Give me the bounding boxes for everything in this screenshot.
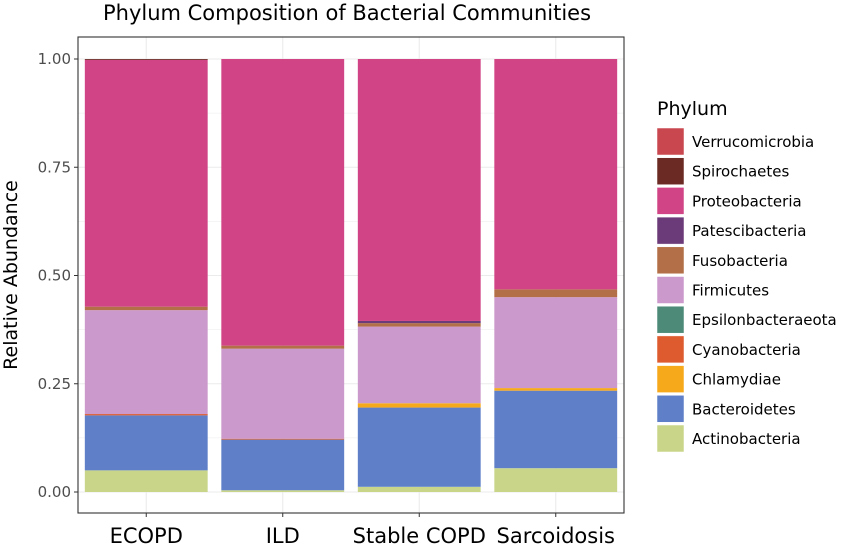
bar-segment [84, 306, 208, 311]
y-tick-label: 0.50 [38, 267, 71, 285]
chart-title: Phylum Composition of Bacterial Communit… [103, 1, 591, 25]
bar-segment [221, 348, 345, 439]
legend-label: Epsilonbacteraeota [692, 311, 837, 329]
bar-segment [494, 390, 618, 469]
bar-segment [221, 439, 345, 491]
legend-label: Bacteroidetes [692, 400, 796, 418]
legend-key [656, 187, 685, 215]
legend-label: Fusobacteria [692, 252, 788, 270]
legend-label: Cyanobacteria [692, 341, 801, 359]
plot-border [77, 36, 625, 514]
legend-label: Firmicutes [692, 282, 769, 300]
bar-segment [357, 407, 481, 487]
legend-label: Spirochaetes [692, 163, 790, 181]
bar-segment [221, 490, 345, 492]
bar-segment [357, 486, 481, 492]
legend-key [656, 276, 685, 304]
legend-label: Actinobacteria [692, 430, 801, 448]
bar-segment [494, 289, 618, 298]
legend-key [656, 365, 685, 393]
legend-key [656, 335, 685, 364]
bar-segment [84, 470, 208, 492]
bar-segment [221, 59, 345, 346]
y-axis-label: Relative Abundance [0, 180, 22, 370]
y-tick-label: 1.00 [38, 50, 71, 68]
legend-label: Verrucomicrobia [692, 133, 814, 151]
x-tick-label: Sarcoidosis [497, 524, 616, 545]
y-tick-label: 0.25 [38, 375, 71, 393]
legend: Phylum Verrucomicrobia Spirochaetes Proteo… [656, 98, 837, 453]
bar-segment [221, 345, 345, 349]
legend-key [656, 216, 685, 245]
bar-segment [84, 414, 208, 416]
y-tick-label: 0.75 [38, 158, 71, 176]
bar-segment [494, 388, 618, 391]
bar-segment [84, 59, 208, 60]
x-tick-label: ILD [266, 524, 300, 545]
legend-key [656, 127, 685, 156]
bar-segment [84, 59, 208, 307]
bar-segment [494, 297, 618, 389]
plot-area: 0.00 0.25 0.50 0.75 1.00 ECOPD ILD Stable COPD S… [38, 36, 625, 545]
legend-key [656, 246, 685, 275]
legend-title: Phylum [657, 98, 728, 120]
bar-segment [494, 59, 618, 290]
legend-key [656, 424, 685, 453]
bar-segment [357, 59, 481, 321]
bar-segment [357, 326, 481, 404]
bar-segment [84, 415, 208, 471]
bar-segment [84, 310, 208, 415]
x-tick-label: ECOPD [110, 524, 183, 545]
y-tick-label: 0.00 [38, 483, 71, 501]
legend-key [656, 157, 685, 185]
legend-key [656, 395, 685, 423]
legend-label: Proteobacteria [692, 192, 802, 210]
x-tick-label: Stable COPD [353, 524, 486, 545]
bar-segment [357, 320, 481, 324]
legend-key [656, 305, 685, 334]
bar-segment [357, 403, 481, 408]
legend-label: Patescibacteria [692, 222, 807, 240]
bar-segment [494, 468, 618, 492]
legend-label: Chlamydiae [692, 371, 781, 389]
bar-segment [221, 438, 345, 440]
bar-segment [357, 323, 481, 327]
